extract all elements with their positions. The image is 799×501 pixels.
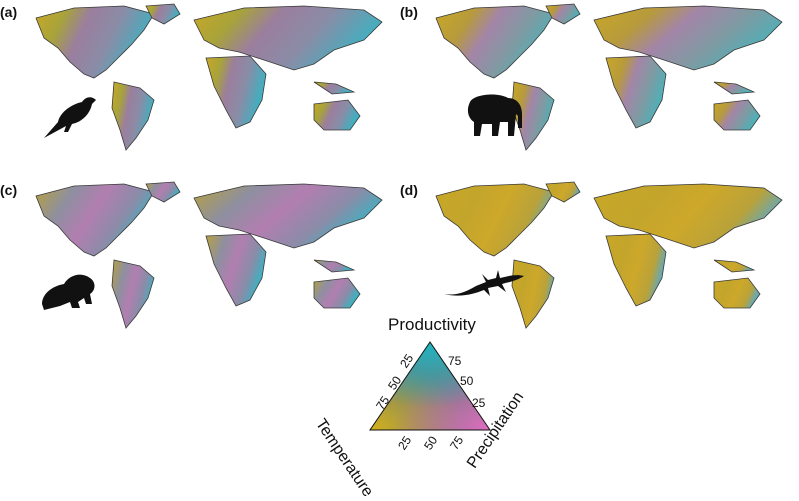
triangle-outline xyxy=(369,341,491,431)
africa xyxy=(205,233,267,307)
continents xyxy=(35,3,383,151)
world-map xyxy=(35,181,383,329)
map-panel-b: (b) xyxy=(400,0,790,160)
right-tick: 50 xyxy=(460,374,474,388)
right-tick: 75 xyxy=(448,354,462,368)
europe-asia xyxy=(593,5,783,71)
panel-label: (a) xyxy=(0,4,18,20)
frog-icon xyxy=(42,274,95,310)
australia xyxy=(313,99,361,131)
africa xyxy=(205,55,267,129)
greenland xyxy=(145,181,181,203)
australia xyxy=(313,277,361,309)
ternary-legend: Productivity 25 50 75 xyxy=(312,312,540,500)
continents xyxy=(435,3,783,151)
north-america xyxy=(435,5,555,79)
right-tick: 25 xyxy=(472,396,486,410)
europe-asia xyxy=(193,5,383,71)
continents xyxy=(35,181,383,329)
elephant-icon xyxy=(467,94,522,136)
map-panel-c: (c) xyxy=(0,178,390,338)
australia xyxy=(713,277,761,309)
europe-asia xyxy=(593,183,783,249)
continents xyxy=(435,181,783,329)
north-america xyxy=(35,183,155,257)
north-america xyxy=(435,183,555,257)
se-asia-islands xyxy=(313,81,356,95)
lizard-icon xyxy=(444,270,524,296)
north-america xyxy=(35,5,155,79)
se-asia-islands xyxy=(713,259,756,273)
panel-label: (d) xyxy=(400,182,418,198)
south-america xyxy=(111,81,155,151)
greenland xyxy=(145,3,181,25)
bird-icon xyxy=(44,97,96,138)
africa xyxy=(605,233,667,307)
world-map xyxy=(435,3,783,151)
greenland xyxy=(545,181,581,203)
world-map xyxy=(435,181,783,329)
world-map xyxy=(35,3,383,151)
se-asia-islands xyxy=(313,259,356,273)
ternary-triangle xyxy=(369,341,491,431)
panel-label: (c) xyxy=(0,182,18,198)
legend-top-label: Productivity xyxy=(388,315,476,334)
map-panel-a: (a) xyxy=(0,0,390,160)
africa xyxy=(605,55,667,129)
se-asia-islands xyxy=(713,81,756,95)
south-america xyxy=(511,259,555,329)
south-america xyxy=(111,259,155,329)
greenland xyxy=(545,3,581,25)
europe-asia xyxy=(193,183,383,249)
map-panel-d: (d) xyxy=(400,178,790,338)
australia xyxy=(713,99,761,131)
panel-label: (b) xyxy=(400,4,418,20)
